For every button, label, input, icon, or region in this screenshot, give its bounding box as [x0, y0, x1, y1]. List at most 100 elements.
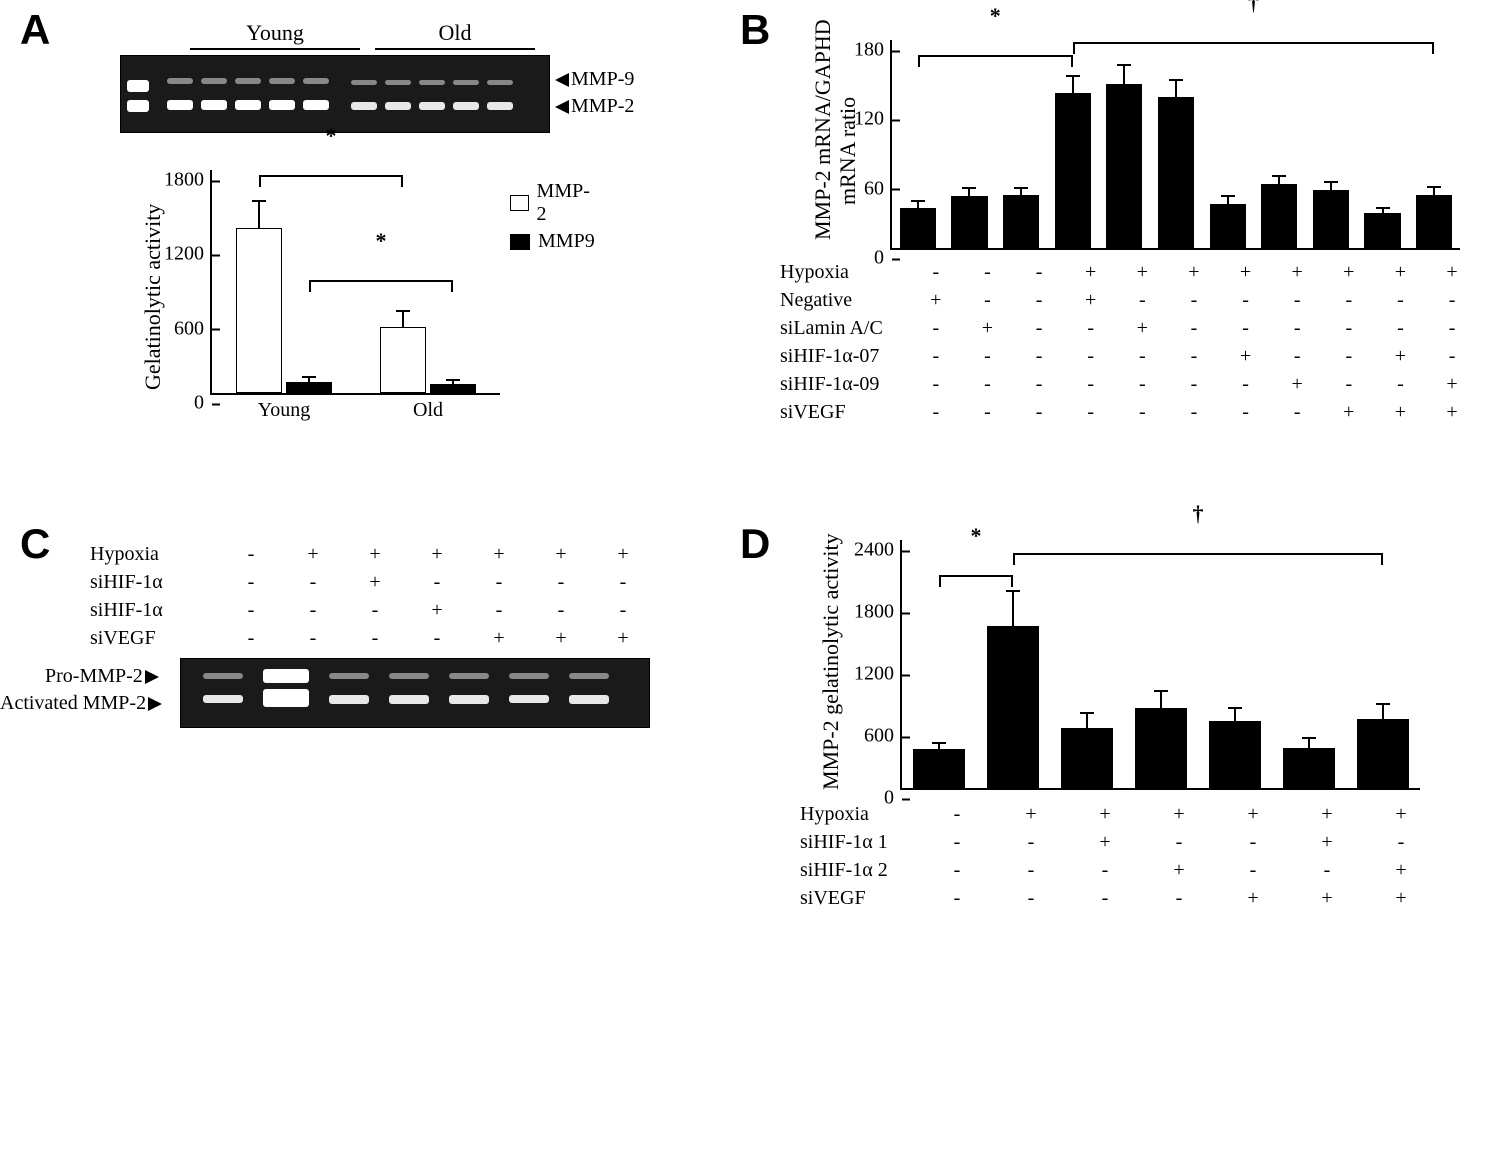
arrow-icon	[555, 100, 569, 114]
bar	[1135, 708, 1187, 788]
significance-bracket	[309, 280, 453, 282]
condition-cell: -	[920, 831, 994, 854]
condition-cell: +	[1142, 859, 1216, 882]
error-bar	[1382, 704, 1384, 718]
condition-cell: +	[592, 543, 654, 566]
legend-swatch-mmp2	[510, 195, 529, 211]
condition-cell: +	[962, 317, 1014, 340]
condition-cell: -	[530, 571, 592, 594]
panel-b-chart: 060120180*† MMP-2 mRNA/GAPHD mRNA ratio	[800, 30, 1480, 280]
error-cap	[911, 200, 925, 202]
condition-cell: -	[282, 599, 344, 622]
condition-row: siHIF-1α---+---	[90, 596, 654, 624]
xlabel: Young	[258, 393, 310, 422]
significance-symbol: *	[325, 123, 336, 149]
error-cap	[1228, 707, 1242, 709]
condition-cell: -	[1216, 831, 1290, 854]
condition-row: siVEGF----+++	[800, 884, 1438, 912]
condition-cell: +	[910, 289, 962, 312]
condition-cell: -	[1117, 289, 1169, 312]
condition-cell: -	[1323, 317, 1375, 340]
error-cap	[1080, 712, 1094, 714]
condition-cell: -	[1013, 289, 1065, 312]
significance-bracket	[939, 575, 1013, 577]
condition-cell: -	[1216, 859, 1290, 882]
bar	[380, 327, 426, 393]
condition-cell: +	[1216, 803, 1290, 826]
significance-bracket	[1013, 553, 1383, 555]
condition-cell: +	[1290, 887, 1364, 910]
condition-cell: -	[962, 289, 1014, 312]
condition-cell: -	[1271, 401, 1323, 424]
condition-cell: +	[1364, 859, 1438, 882]
condition-cell: -	[468, 599, 530, 622]
significance-bracket	[259, 175, 403, 177]
condition-label: Hypoxia	[800, 803, 920, 826]
condition-cell: -	[220, 599, 282, 622]
significance-symbol: *	[971, 523, 982, 549]
bar	[1283, 748, 1335, 788]
condition-cell: -	[1220, 373, 1272, 396]
panel-a-legend: MMP-2 MMP9	[510, 180, 595, 253]
bar	[1158, 97, 1194, 248]
bar	[1003, 195, 1039, 248]
error-bar	[917, 201, 919, 208]
condition-cell: -	[220, 543, 282, 566]
panel-a-arrow-mmp2: MMP-2	[555, 95, 634, 118]
legend-item: MMP-2	[510, 180, 595, 226]
bar	[1210, 204, 1246, 248]
panel-d-ylabel: MMP-2 gelatinolytic activity	[818, 533, 844, 790]
condition-row: siVEGF--------+++	[780, 398, 1478, 426]
condition-cell: +	[1375, 345, 1427, 368]
condition-cell: +	[1065, 261, 1117, 284]
bar	[1357, 719, 1409, 788]
condition-cell: -	[344, 627, 406, 650]
condition-row: siHIF-1α--+----	[90, 568, 654, 596]
condition-cell: -	[1271, 345, 1323, 368]
error-cap	[302, 376, 316, 378]
error-bar	[1012, 591, 1014, 626]
error-cap	[1066, 75, 1080, 77]
significance-symbol: *	[376, 228, 387, 254]
significance-symbol: *	[990, 3, 1001, 29]
condition-cell: -	[1065, 401, 1117, 424]
condition-cell: -	[962, 373, 1014, 396]
condition-cell: -	[910, 345, 962, 368]
bar	[951, 196, 987, 248]
condition-cell: +	[1375, 401, 1427, 424]
condition-cell: +	[1117, 317, 1169, 340]
condition-cell: -	[1068, 887, 1142, 910]
condition-row: Hypoxia-++++++	[90, 540, 654, 568]
condition-cell: -	[1142, 887, 1216, 910]
error-cap	[962, 187, 976, 189]
condition-cell: +	[406, 599, 468, 622]
condition-cell: +	[1364, 887, 1438, 910]
condition-cell: -	[1117, 401, 1169, 424]
error-cap	[1169, 79, 1183, 81]
condition-label: siHIF-1α 2	[800, 859, 920, 882]
panel-a-group-young: Young	[246, 20, 304, 46]
condition-cell: +	[468, 543, 530, 566]
bar	[987, 626, 1039, 788]
error-cap	[1324, 181, 1338, 183]
condition-cell: -	[994, 887, 1068, 910]
ytick: 1800	[842, 601, 902, 624]
condition-label: siHIF-1α	[90, 571, 220, 594]
condition-cell: +	[468, 627, 530, 650]
panel-a-band-label-mmp2: MMP-2	[571, 95, 634, 118]
significance-symbol: †	[1248, 0, 1259, 16]
condition-cell: -	[1271, 317, 1323, 340]
arrow-icon	[555, 73, 569, 87]
condition-cell: -	[910, 317, 962, 340]
condition-cell: -	[1168, 401, 1220, 424]
condition-cell: -	[1375, 373, 1427, 396]
ytick: 600	[842, 725, 902, 748]
condition-label: siHIF-1α 1	[800, 831, 920, 854]
condition-cell: -	[1065, 317, 1117, 340]
bar	[1364, 213, 1400, 248]
condition-cell: -	[1375, 289, 1427, 312]
bar	[1055, 93, 1091, 248]
ytick: 180	[832, 39, 892, 62]
condition-cell: -	[406, 571, 468, 594]
condition-cell: +	[1168, 261, 1220, 284]
